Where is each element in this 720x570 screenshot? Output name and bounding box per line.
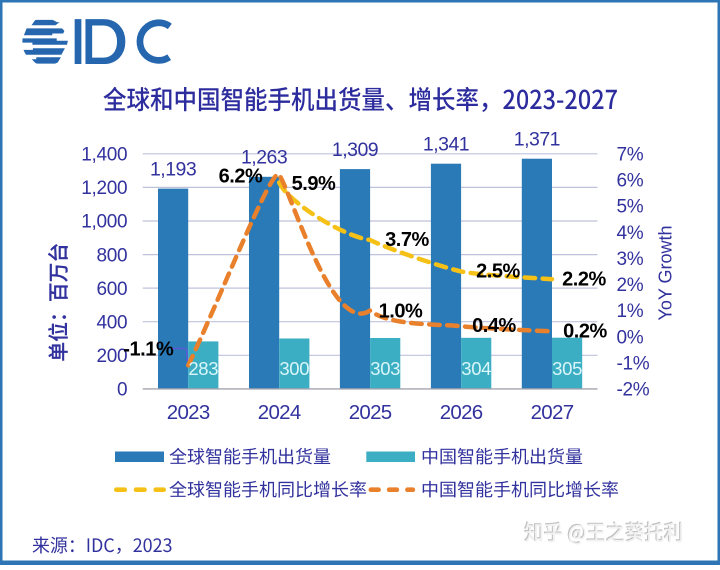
svg-text:1,000: 1,000 [81,212,127,233]
svg-text:YoY Growth: YoY Growth [656,225,676,320]
svg-text:0.2%: 0.2% [563,321,607,343]
svg-text:6.2%: 6.2% [219,166,263,188]
svg-text:1,341: 1,341 [423,133,469,155]
svg-text:4%: 4% [617,223,644,244]
svg-text:2%: 2% [617,275,644,296]
svg-text:5%: 5% [617,197,644,218]
svg-text:-2%: -2% [617,380,650,401]
svg-text:2.2%: 2.2% [562,269,606,291]
svg-text:2027: 2027 [531,401,574,424]
svg-text:2026: 2026 [440,401,483,424]
svg-text:3.7%: 3.7% [385,229,429,251]
svg-text:400: 400 [96,312,127,333]
svg-text:1,309: 1,309 [332,139,378,161]
svg-text:2.5%: 2.5% [476,260,520,282]
svg-text:1%: 1% [617,301,644,322]
svg-text:200: 200 [96,346,127,367]
svg-text:1,371: 1,371 [514,128,560,150]
svg-text:-1.1%: -1.1% [123,338,174,360]
svg-text:303: 303 [370,358,400,379]
svg-text:1,200: 1,200 [81,178,127,199]
svg-text:6%: 6% [617,171,644,192]
svg-text:1,400: 1,400 [81,145,127,166]
svg-text:283: 283 [188,358,218,379]
svg-text:0.4%: 0.4% [472,315,516,337]
svg-text:600: 600 [96,279,127,300]
svg-text:0: 0 [117,380,127,401]
svg-text:2023: 2023 [167,401,210,424]
svg-text:-1%: -1% [617,353,650,374]
svg-text:1.0%: 1.0% [379,301,423,323]
svg-text:305: 305 [552,358,582,379]
svg-text:300: 300 [279,358,309,379]
svg-text:0%: 0% [617,327,644,348]
svg-text:1,263: 1,263 [241,147,287,169]
svg-text:5.9%: 5.9% [292,173,336,195]
svg-text:2024: 2024 [258,401,301,424]
svg-text:304: 304 [461,358,491,379]
svg-text:800: 800 [96,245,127,266]
svg-text:7%: 7% [617,145,644,166]
svg-text:3%: 3% [617,249,644,270]
svg-text:2025: 2025 [349,401,392,424]
svg-text:1,193: 1,193 [150,158,196,180]
